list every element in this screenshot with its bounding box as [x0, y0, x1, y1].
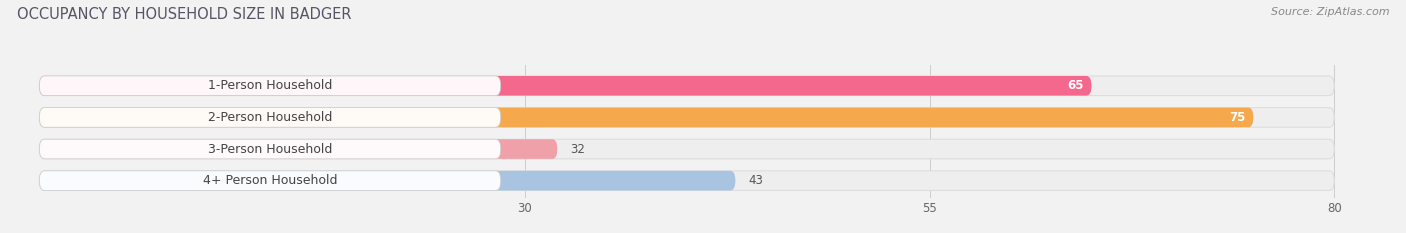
Text: 3-Person Household: 3-Person Household	[208, 143, 332, 156]
FancyBboxPatch shape	[39, 171, 735, 190]
FancyBboxPatch shape	[39, 171, 1334, 190]
FancyBboxPatch shape	[39, 139, 501, 159]
Text: 1-Person Household: 1-Person Household	[208, 79, 332, 92]
FancyBboxPatch shape	[39, 76, 1091, 96]
FancyBboxPatch shape	[39, 139, 1334, 159]
FancyBboxPatch shape	[39, 76, 501, 96]
FancyBboxPatch shape	[39, 108, 1334, 127]
Text: 4+ Person Household: 4+ Person Household	[202, 174, 337, 187]
Text: 75: 75	[1229, 111, 1246, 124]
FancyBboxPatch shape	[39, 76, 1334, 96]
Text: 32: 32	[571, 143, 585, 156]
FancyBboxPatch shape	[39, 171, 501, 190]
FancyBboxPatch shape	[39, 108, 501, 127]
Text: 65: 65	[1067, 79, 1084, 92]
Text: 2-Person Household: 2-Person Household	[208, 111, 332, 124]
Text: 43: 43	[748, 174, 763, 187]
FancyBboxPatch shape	[39, 108, 1253, 127]
Text: Source: ZipAtlas.com: Source: ZipAtlas.com	[1271, 7, 1389, 17]
Text: OCCUPANCY BY HOUSEHOLD SIZE IN BADGER: OCCUPANCY BY HOUSEHOLD SIZE IN BADGER	[17, 7, 352, 22]
FancyBboxPatch shape	[39, 139, 557, 159]
